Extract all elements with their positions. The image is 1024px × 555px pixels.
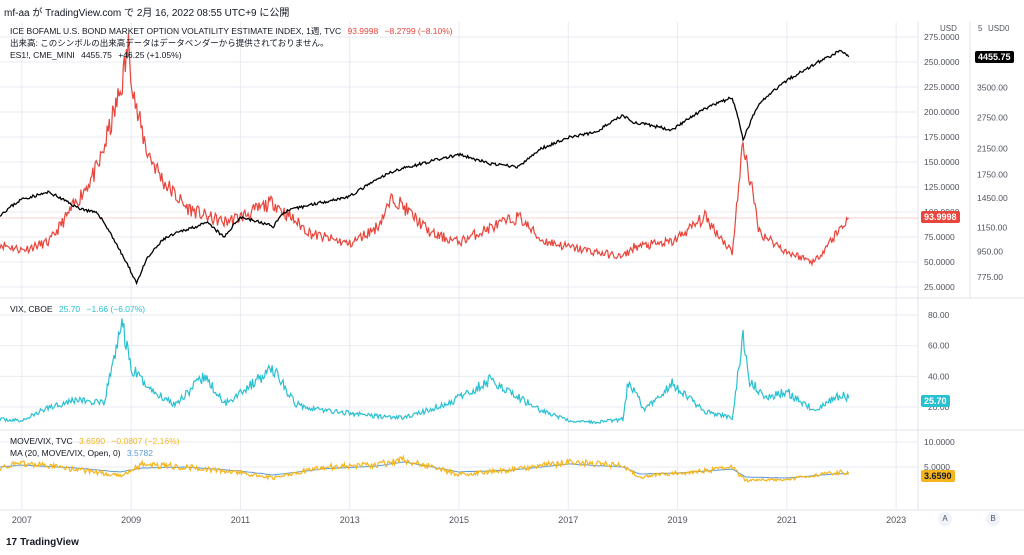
price-axis-label-vix: 80.00 — [928, 310, 950, 320]
move-change: −8.2799 (−8.10%) — [384, 26, 453, 36]
price-axis-label-move: 150.0000 — [924, 157, 960, 167]
price-axis-label-move: 225.0000 — [924, 82, 960, 92]
es-series-line — [0, 49, 850, 286]
scale-number-0: 0 — [1005, 24, 1010, 33]
time-axis-label: 2015 — [449, 515, 469, 525]
price-axis-label-es: 3500.00 — [977, 82, 1008, 92]
publish-header: mf-aa が TradingView.com で 2月 16, 2022 08… — [4, 8, 290, 19]
ma-value: 3.5782 — [126, 448, 153, 458]
ratio-legend[interactable]: MOVE/VIX, TVC 3.6590 −0.0807 (−2.16%) — [10, 436, 183, 447]
time-axis-label: 2009 — [121, 515, 141, 525]
move-last: 93.9998 — [347, 26, 379, 36]
price-axis-label-move: 200.0000 — [924, 107, 960, 117]
currency-label: USD — [940, 24, 957, 33]
price-axis-label-vix: 20.00 — [928, 402, 950, 412]
vix-legend[interactable]: VIX, CBOE 25.70 −1.66 (−6.07%) — [10, 304, 149, 315]
time-axis-label: 2017 — [558, 515, 578, 525]
price-axis-label-es: 1750.00 — [977, 170, 1008, 180]
price-axis-label-move: 175.0000 — [924, 132, 960, 142]
price-axis-label-es: 775.00 — [977, 272, 1003, 282]
tradingview-logo-icon: 17 — [6, 537, 18, 548]
move-title: ICE BOFAML U.S. BOND MARKET OPTION VOLAT… — [10, 26, 342, 36]
vix-change: −1.66 (−6.07%) — [86, 304, 146, 314]
ma-title: MA (20, MOVE/VIX, Open, 0) — [10, 448, 121, 458]
price-axis-label-move: 275.0000 — [924, 32, 960, 42]
es-last: 4455.75 — [81, 50, 112, 60]
move-series-line — [0, 33, 850, 267]
es-change: +46.25 (+1.05%) — [118, 50, 182, 60]
volume-note: 出来高: このシンボルの出来高データはデータベンダーから提供されておりません。 — [10, 38, 329, 48]
ratio-price-tag: 3.6590 — [921, 470, 955, 482]
price-axis-label-ratio: 5.0000 — [924, 462, 950, 472]
ratio-series-line — [0, 454, 850, 483]
vix-title: VIX, CBOE — [10, 304, 53, 314]
price-axis-label-es: 2750.00 — [977, 113, 1008, 123]
scale-number-5: 5 — [978, 24, 983, 33]
time-axis-label: 2023 — [886, 515, 906, 525]
time-axis-label: 2021 — [777, 515, 797, 525]
time-axis-label: 2019 — [668, 515, 688, 525]
vix-series-line — [0, 318, 850, 425]
price-axis-label-es: 1450.00 — [977, 193, 1008, 203]
price-axis-label-ratio: 10.0000 — [924, 437, 955, 447]
price-axis-label-es: 1150.00 — [977, 222, 1007, 232]
move-price-tag: 93.9998 — [921, 211, 960, 223]
ratio-last: 3.6590 — [79, 436, 106, 446]
price-axis-label-move: 125.0000 — [924, 182, 960, 192]
scale-button-b[interactable]: B — [986, 512, 1000, 526]
price-axis-label-es: 950.00 — [977, 246, 1003, 256]
es-title: ES1!, CME_MINI — [10, 50, 75, 60]
ma-legend[interactable]: MA (20, MOVE/VIX, Open, 0) 3.5782 — [10, 448, 157, 459]
es-legend[interactable]: ES1!, CME_MINI 4455.75 +46.25 (+1.05%) — [10, 50, 186, 61]
price-axis-label-vix: 60.00 — [928, 341, 950, 351]
brand-name: TradingView — [20, 537, 79, 548]
time-axis-label: 2007 — [12, 515, 32, 525]
ratio-change: −0.0807 (−2.16%) — [111, 436, 180, 446]
price-axis-label-move: 25.0000 — [924, 282, 955, 292]
vix-last: 25.70 — [58, 304, 81, 314]
price-axis-label-vix: 40.00 — [928, 371, 950, 381]
ratio-title: MOVE/VIX, TVC — [10, 436, 73, 446]
price-axis-label-move: 50.0000 — [924, 257, 955, 267]
tradingview-brand[interactable]: 17 TradingView — [6, 537, 79, 548]
time-axis-label: 2013 — [340, 515, 360, 525]
currency-label-right: USD — [988, 24, 1005, 33]
time-axis-label: 2011 — [231, 515, 250, 525]
price-axis-label-move: 75.0000 — [924, 232, 955, 242]
move-legend[interactable]: ICE BOFAML U.S. BOND MARKET OPTION VOLAT… — [10, 26, 457, 37]
es-price-tag: 4455.75 — [975, 51, 1014, 63]
auto-scale-button[interactable]: A — [938, 512, 952, 526]
vix-price-tag: 25.70 — [921, 395, 950, 407]
price-axis-label-move: 250.0000 — [924, 57, 960, 67]
price-axis-label-es: 2150.00 — [977, 144, 1008, 154]
